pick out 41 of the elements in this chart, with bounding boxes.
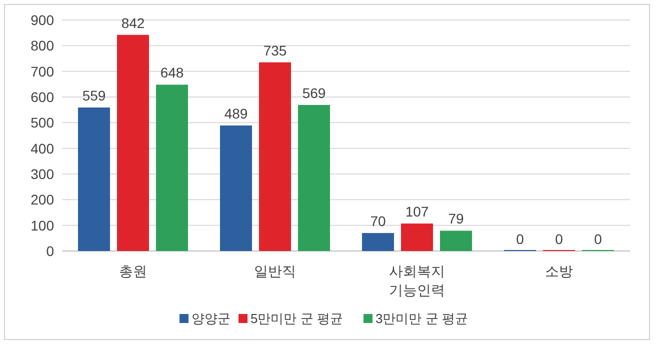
y-tick-label: 800 (30, 38, 54, 54)
y-tick-label: 100 (30, 217, 54, 234)
bar: 559 (78, 88, 110, 251)
y-tick-label: 400 (30, 140, 54, 156)
data-label: 842 (121, 14, 145, 31)
data-label: 0 (516, 231, 524, 247)
y-tick-label: 200 (30, 192, 54, 208)
data-label: 107 (405, 204, 429, 220)
bar: 107 (401, 204, 433, 251)
y-tick-label: 900 (30, 12, 54, 28)
data-label: 569 (302, 84, 326, 101)
data-label: 0 (594, 231, 602, 247)
x-tick-label: 일반직 (254, 263, 296, 279)
legend-label: 5만미만 군 평균 (250, 311, 343, 326)
data-label: 0 (555, 231, 564, 247)
bar (440, 230, 472, 251)
data-label: 648 (160, 64, 184, 81)
y-tick-label: 600 (30, 89, 54, 105)
bar: 648 (156, 64, 188, 251)
y-tick-label: 700 (30, 63, 54, 80)
bar: 489 (220, 106, 252, 251)
bar (362, 233, 394, 251)
bar: 0 (582, 231, 614, 251)
bar: 79 (440, 210, 472, 251)
bar: 0 (543, 231, 575, 251)
x-tick-label: 총원 (119, 263, 147, 279)
bar (401, 224, 433, 251)
data-label: 70 (370, 213, 386, 230)
data-label: 489 (224, 105, 248, 122)
x-tick-label: 소방 (545, 263, 573, 279)
bar: 0 (504, 231, 536, 251)
bar: 70 (362, 213, 394, 251)
y-tick-label: 300 (30, 166, 54, 182)
data-label: 735 (263, 42, 287, 58)
x-tick-label: 사회복지 기능인력 (389, 263, 445, 298)
legend-label: 3만미만 군 평균 (376, 311, 468, 326)
data-label: 79 (448, 210, 464, 227)
y-tick-label: 500 (30, 114, 54, 131)
data-label: 559 (82, 88, 106, 104)
legend-label: 양양군 (192, 311, 230, 326)
y-tick-label: 0 (46, 243, 54, 259)
